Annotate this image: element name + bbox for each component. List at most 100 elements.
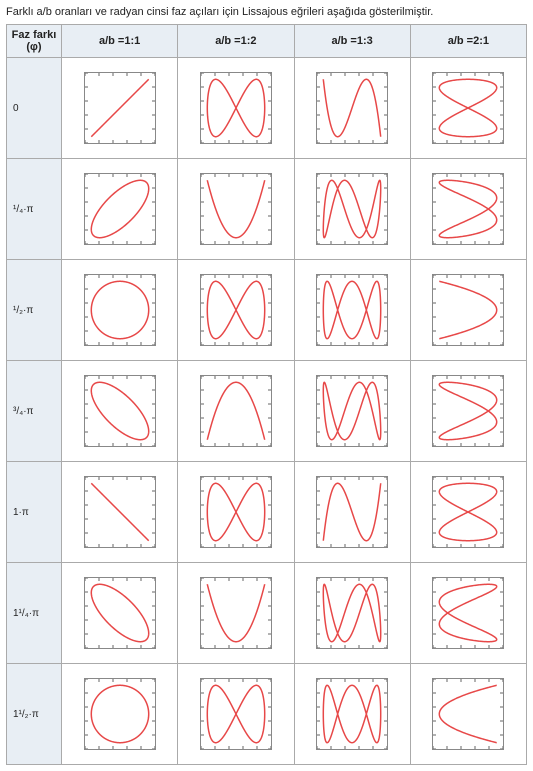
lissajous-cell <box>178 361 294 462</box>
lissajous-table: Faz farkı (φ) a/b =1:1 a/b =1:2 a/b =1:3… <box>6 24 527 765</box>
lissajous-curve <box>207 483 264 540</box>
lissajous-svg <box>433 679 503 749</box>
table-row: ¹/₄·π <box>7 159 527 260</box>
row-label: ¹/₂·π <box>7 260 62 361</box>
header-col3: a/b =1:3 <box>294 25 410 58</box>
plot-frame <box>432 274 504 346</box>
lissajous-svg <box>317 73 387 143</box>
lissajous-curve <box>207 584 264 641</box>
lissajous-svg <box>433 578 503 648</box>
lissajous-curve <box>207 180 264 237</box>
lissajous-svg <box>85 679 155 749</box>
plot-frame <box>432 577 504 649</box>
lissajous-curve <box>91 483 148 540</box>
lissajous-curve <box>440 685 497 742</box>
lissajous-curve <box>91 180 148 237</box>
lissajous-svg <box>317 578 387 648</box>
lissajous-svg <box>85 73 155 143</box>
plot-frame <box>432 72 504 144</box>
table-row: 1·π <box>7 462 527 563</box>
row-label: ³/₄·π <box>7 361 62 462</box>
lissajous-svg <box>317 477 387 547</box>
table-row: ³/₄·π <box>7 361 527 462</box>
lissajous-cell <box>294 664 410 765</box>
table-row: 1¹/₄·π <box>7 563 527 664</box>
lissajous-svg <box>85 275 155 345</box>
lissajous-cell <box>294 462 410 563</box>
plot-frame <box>316 375 388 447</box>
lissajous-svg <box>317 174 387 244</box>
lissajous-svg <box>317 275 387 345</box>
lissajous-svg <box>85 376 155 446</box>
plot-frame <box>200 678 272 750</box>
lissajous-cell <box>410 361 526 462</box>
lissajous-svg <box>201 73 271 143</box>
lissajous-curve <box>323 79 380 136</box>
lissajous-cell <box>178 260 294 361</box>
lissajous-cell <box>410 563 526 664</box>
lissajous-cell <box>62 361 178 462</box>
header-col2: a/b =1:2 <box>178 25 294 58</box>
plot-frame <box>316 476 388 548</box>
lissajous-cell <box>410 260 526 361</box>
lissajous-svg <box>317 376 387 446</box>
lissajous-curve <box>323 483 380 540</box>
lissajous-cell <box>410 58 526 159</box>
lissajous-cell <box>62 664 178 765</box>
plot-frame <box>432 375 504 447</box>
lissajous-curve <box>440 79 497 136</box>
plot-frame <box>432 173 504 245</box>
lissajous-cell <box>178 462 294 563</box>
lissajous-svg <box>201 174 271 244</box>
lissajous-cell <box>410 664 526 765</box>
lissajous-curve <box>323 180 380 237</box>
lissajous-svg <box>201 679 271 749</box>
lissajous-cell <box>410 159 526 260</box>
lissajous-curve <box>440 483 497 540</box>
lissajous-curve <box>207 685 264 742</box>
table-row: 0 <box>7 58 527 159</box>
lissajous-svg <box>201 376 271 446</box>
plot-frame <box>316 678 388 750</box>
plot-frame <box>432 476 504 548</box>
lissajous-curve <box>323 382 380 439</box>
lissajous-curve <box>323 685 380 742</box>
plot-frame <box>200 375 272 447</box>
lissajous-svg <box>433 477 503 547</box>
lissajous-cell <box>62 462 178 563</box>
plot-frame <box>84 274 156 346</box>
lissajous-curve <box>440 584 497 641</box>
table-row: 1¹/₂·π <box>7 664 527 765</box>
caption-text: Farklı a/b oranları ve radyan cinsi faz … <box>6 6 527 18</box>
plot-frame <box>200 476 272 548</box>
lissajous-curve <box>323 584 380 641</box>
lissajous-cell <box>62 58 178 159</box>
plot-frame <box>200 173 272 245</box>
lissajous-cell <box>62 159 178 260</box>
lissajous-cell <box>62 563 178 664</box>
row-label: ¹/₄·π <box>7 159 62 260</box>
lissajous-curve <box>91 584 148 641</box>
lissajous-svg <box>433 275 503 345</box>
row-label: 1¹/₄·π <box>7 563 62 664</box>
header-phase: Faz farkı (φ) <box>7 25 62 58</box>
table-row: ¹/₂·π <box>7 260 527 361</box>
lissajous-curve <box>91 79 148 136</box>
plot-frame <box>200 72 272 144</box>
plot-frame <box>432 678 504 750</box>
lissajous-curve <box>323 281 380 338</box>
lissajous-cell <box>294 58 410 159</box>
lissajous-cell <box>294 159 410 260</box>
plot-frame <box>316 577 388 649</box>
lissajous-cell <box>294 260 410 361</box>
plot-frame <box>84 72 156 144</box>
plot-frame <box>200 577 272 649</box>
lissajous-curve <box>207 281 264 338</box>
lissajous-curve <box>440 180 497 237</box>
lissajous-svg <box>317 679 387 749</box>
lissajous-cell <box>62 260 178 361</box>
plot-frame <box>200 274 272 346</box>
lissajous-svg <box>433 376 503 446</box>
lissajous-curve <box>207 79 264 136</box>
lissajous-curve <box>440 281 497 338</box>
